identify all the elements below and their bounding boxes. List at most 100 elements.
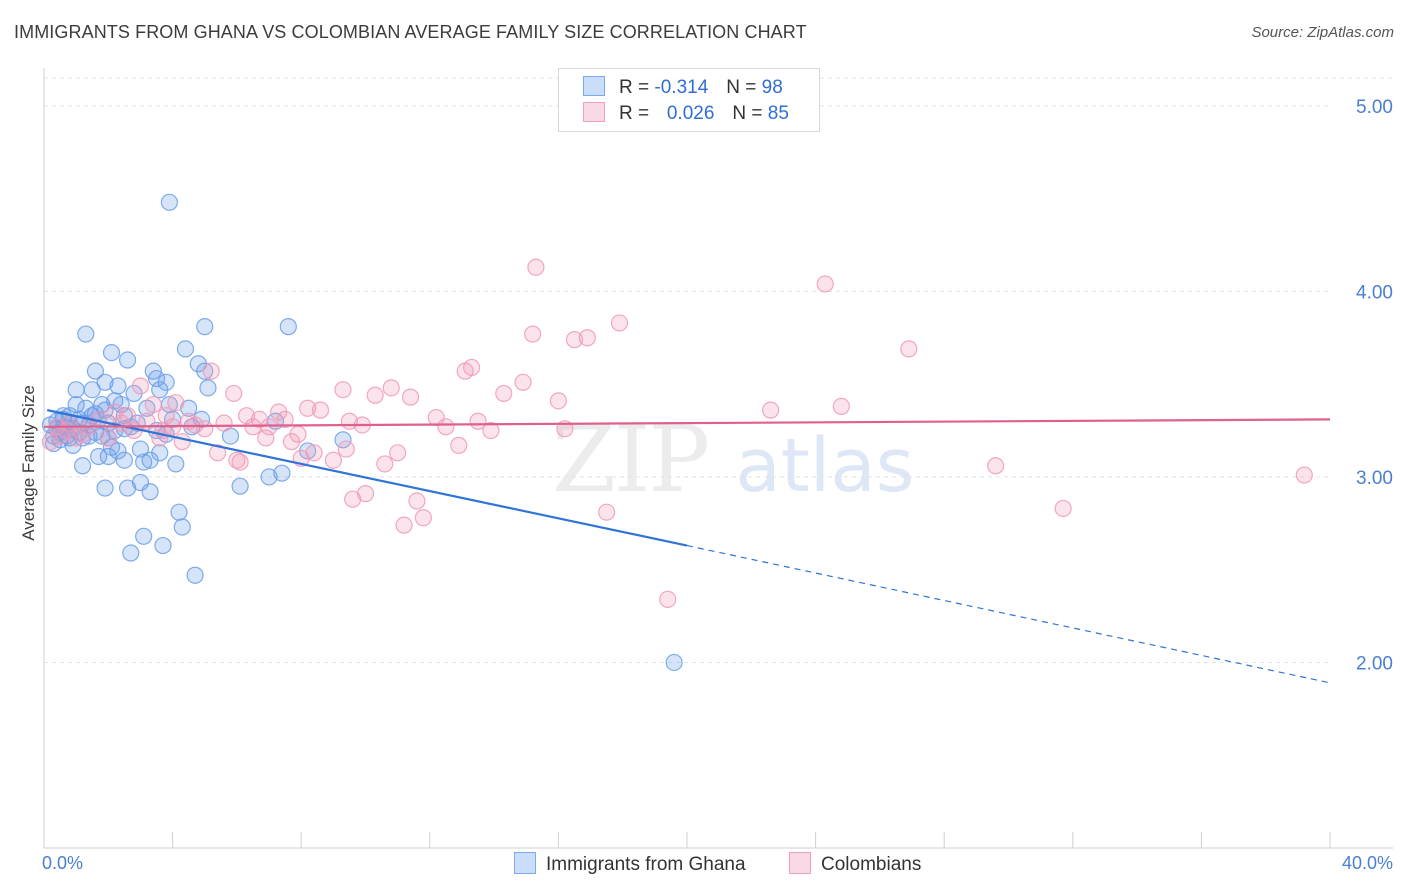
data-point (170, 503, 188, 521)
bottom-legend-swatch-colombians (789, 852, 811, 874)
data-point (761, 401, 780, 419)
data-point (900, 340, 918, 358)
data-point (324, 451, 342, 469)
axis-labels: 5.00 4.00 3.00 2.00 0.0% 40.0% Average Family … (19, 97, 1393, 873)
data-point (514, 373, 532, 391)
data-point (260, 468, 278, 486)
data-point (462, 358, 481, 377)
data-point (565, 331, 584, 349)
bottom-legend-swatch-ghana (514, 852, 536, 874)
data-point (180, 399, 198, 417)
data-point (610, 314, 629, 332)
data-point (382, 379, 400, 397)
data-point (257, 429, 275, 447)
data-point (437, 418, 455, 436)
data-point (225, 384, 243, 403)
data-point (99, 447, 117, 466)
y-tick-label: 2.00 (1356, 653, 1393, 674)
data-point (401, 388, 420, 406)
correlation-legend: R = -0.314 N = 98 R = 0.026 N = 85 (558, 68, 820, 132)
data-point (131, 377, 150, 395)
data-point (196, 420, 214, 438)
bottom-legend-colombians: Colombians (789, 852, 921, 876)
data-point (260, 418, 278, 436)
data-point (832, 397, 850, 416)
data-point (1054, 499, 1072, 518)
data-point (41, 433, 60, 451)
data-point (598, 503, 616, 521)
legend-n-value: 85 (767, 103, 789, 124)
data-point (131, 440, 150, 458)
x-tick-label-start: 0.0% (42, 853, 83, 873)
data-point (289, 425, 307, 443)
source-credit: Source: ZipAtlas.com (1251, 24, 1394, 41)
legend-n-value: 98 (761, 77, 783, 98)
legend-swatch-colombians (583, 102, 605, 122)
data-point (154, 536, 172, 555)
data-point (167, 455, 185, 473)
data-point (389, 444, 407, 462)
data-point (524, 325, 542, 343)
data-point (118, 479, 137, 497)
data-point (376, 455, 394, 473)
data-point (67, 381, 85, 399)
data-point (96, 373, 114, 391)
data-point (344, 490, 362, 508)
data-point (83, 381, 101, 399)
data-point (186, 566, 204, 584)
data-point (414, 509, 432, 527)
data-point (209, 444, 227, 462)
chart-title: IMMIGRANTS FROM GHANA VS COLOMBIAN AVERA… (14, 22, 807, 42)
data-point (118, 351, 137, 369)
legend-r-value: -0.314 (654, 77, 709, 98)
data-point (61, 414, 79, 432)
legend-n-label: N = (732, 103, 763, 124)
data-point (77, 325, 95, 343)
data-point (96, 479, 114, 497)
data-point (231, 477, 249, 495)
trend-lines (43, 409, 1331, 684)
data-point (337, 440, 355, 458)
data-point (231, 453, 249, 471)
data-point (173, 518, 191, 536)
data-point (73, 457, 92, 475)
data-point (334, 431, 352, 449)
legend-r-value: 0.026 (666, 103, 715, 124)
trend-line-0 (46, 409, 688, 547)
data-point (173, 433, 191, 451)
axes (43, 68, 1393, 849)
data-point (527, 258, 545, 276)
bottom-legend-ghana: Immigrants from Ghana (514, 852, 746, 876)
data-point (151, 444, 169, 462)
data-point (578, 329, 596, 347)
data-point (176, 340, 195, 358)
y-axis-label: Average Family Size (19, 385, 38, 541)
data-point (115, 451, 133, 469)
grid-lines (44, 77, 1394, 663)
data-point (299, 399, 317, 417)
bottom-legend-label-colombians: Colombians (821, 854, 922, 875)
legend-r-label: R = (619, 77, 650, 98)
data-point (141, 483, 159, 501)
watermark-atlas: atlas (735, 423, 915, 509)
data-point (160, 193, 178, 211)
data-point (659, 590, 677, 608)
data-point (144, 395, 162, 414)
data-point (665, 653, 683, 672)
data-point (118, 407, 137, 425)
data-point (273, 464, 291, 482)
data-point (366, 386, 384, 404)
data-point (279, 318, 297, 336)
legend-r-label: R = (619, 103, 650, 124)
data-point (109, 442, 127, 460)
data-point (157, 373, 175, 391)
data-point (86, 362, 105, 380)
trend-line-1 (43, 418, 1331, 428)
data-points (41, 193, 1313, 672)
data-point (215, 414, 233, 432)
data-point (90, 447, 108, 466)
data-point (482, 421, 500, 440)
x-tick-label-end: 40.0% (1342, 853, 1393, 873)
y-tick-label: 4.00 (1356, 282, 1393, 303)
legend-n-label: N = (726, 77, 757, 98)
